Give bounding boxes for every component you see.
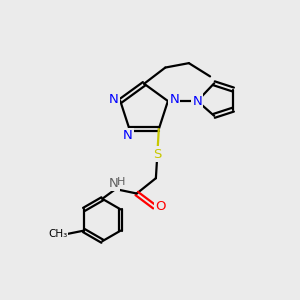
- Text: H: H: [117, 177, 125, 187]
- Text: N: N: [169, 93, 179, 106]
- Text: N: N: [193, 94, 202, 107]
- Text: N: N: [109, 177, 119, 190]
- Text: N: N: [109, 93, 119, 106]
- Text: O: O: [155, 200, 166, 213]
- Text: CH₃: CH₃: [48, 229, 68, 239]
- Text: N: N: [123, 129, 133, 142]
- Text: S: S: [153, 148, 161, 160]
